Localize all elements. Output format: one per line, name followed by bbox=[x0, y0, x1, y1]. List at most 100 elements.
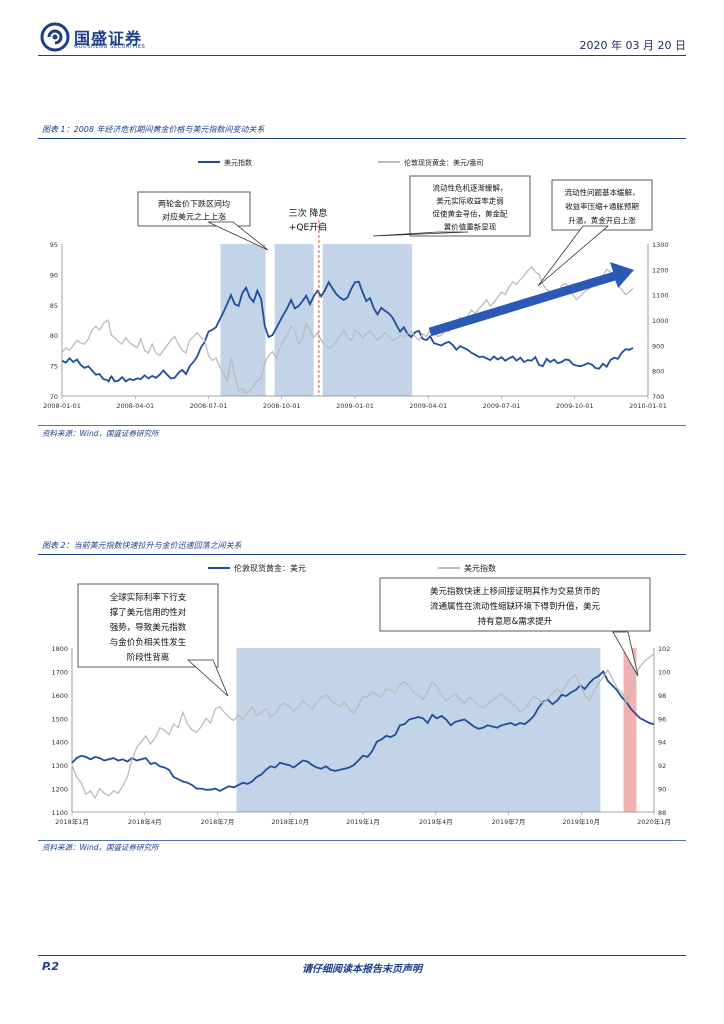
qe-label-line: +QE开启 bbox=[289, 221, 327, 233]
callout-gold-decline-line: 两轮金价下跌区间均 bbox=[158, 198, 230, 208]
logo: 国盛证券 GUOSHENG SECURITIES bbox=[40, 22, 146, 52]
x-tick-label: 2020年1月 bbox=[637, 817, 671, 826]
x-tick-label: 2008-10-01 bbox=[263, 402, 301, 410]
y-right-tick-label: 1200 bbox=[652, 266, 669, 274]
y-left-tick-label: 85 bbox=[50, 302, 58, 310]
report-date: 2020 年 03 月 20 日 bbox=[579, 39, 686, 52]
series-line-0 bbox=[61, 280, 634, 383]
callout-real-rate-line: 阶段性背离 bbox=[127, 652, 170, 663]
y-left-tick-label: 70 bbox=[50, 393, 58, 401]
y-right-tick-label: 1100 bbox=[652, 292, 669, 300]
figure1-chart: 95 90 85 80 75 70 1300 1200 1100 1000 900 800 700 200… bbox=[43, 158, 669, 410]
y-left-tick-label: 1300 bbox=[51, 762, 68, 770]
callout-real-rate-box bbox=[77, 583, 219, 668]
callout-liquidity-easing-line: 流动性危机逐渐缓解， bbox=[433, 182, 508, 192]
figure2-chart: 1800 1700 1600 1500 1400 1300 1200 1100 102 100 98… bbox=[51, 563, 671, 826]
x-tick-label: 2018年4月 bbox=[128, 817, 162, 826]
y-right-tick-label: 800 bbox=[652, 368, 664, 376]
y-left-tick-label: 1800 bbox=[51, 645, 68, 653]
x-tick-label: 2019年7月 bbox=[492, 817, 526, 826]
legend-label-1: 伦敦现货黄金：美元/盎司 bbox=[404, 158, 483, 167]
callout-gold-decline-box bbox=[137, 191, 251, 227]
y-right-tick-label: 100 bbox=[658, 668, 670, 676]
x-tick-label: 2008-07-01 bbox=[190, 402, 228, 410]
callout-liquidity-easing-pointer bbox=[372, 231, 469, 237]
callout-usd-liquidity-line: 流通属性在流动性缩缺环境下得到升值，美元 bbox=[430, 601, 601, 612]
x-tick-label: 2019年4月 bbox=[419, 817, 453, 826]
x-tick-label: 2009-01-01 bbox=[336, 402, 374, 410]
y-left-tick-label: 1100 bbox=[51, 809, 68, 817]
callout-real-rate-pointer bbox=[186, 659, 229, 697]
disclaimer: 请仔细阅读本报告末页声明 bbox=[302, 964, 422, 975]
legend-label-0: 伦敦现货黄金：美元 bbox=[234, 563, 306, 573]
x-tick-label: 2009-07-01 bbox=[483, 402, 521, 410]
x-tick-label: 2010-01-01 bbox=[629, 402, 667, 410]
y-right-tick-label: 700 bbox=[652, 393, 664, 401]
figure1-top-rule bbox=[38, 138, 686, 139]
x-tick-label: 2019年10月 bbox=[562, 817, 600, 826]
logo-icon bbox=[40, 22, 70, 52]
y-right-tick-label: 96 bbox=[658, 715, 666, 723]
y-right-tick-label: 94 bbox=[658, 739, 666, 747]
figure1-bottom-rule bbox=[38, 425, 686, 426]
legend-label-1: 美元指数 bbox=[464, 563, 496, 573]
y-right-tick-label: 92 bbox=[658, 762, 666, 770]
y-left-tick-label: 1400 bbox=[51, 739, 68, 747]
page-number: P.2 bbox=[42, 960, 60, 973]
y-right-tick-label: 1000 bbox=[652, 317, 669, 325]
x-tick-label: 2008-04-01 bbox=[116, 402, 154, 410]
callout-inflation-expectation-pointer bbox=[537, 225, 610, 287]
y-left-tick-label: 90 bbox=[50, 271, 58, 279]
x-tick-label: 2018年1月 bbox=[55, 817, 89, 826]
y-right-tick-label: 900 bbox=[652, 342, 664, 350]
series-line-1 bbox=[61, 265, 634, 395]
trend-arrow-head bbox=[610, 262, 634, 288]
y-left-tick-label: 80 bbox=[50, 332, 58, 340]
callout-usd-liquidity-line: 美元指数快速上移间接证明其作为交易货币的 bbox=[430, 586, 600, 597]
x-tick-label: 2018年10月 bbox=[271, 817, 309, 826]
y-left-tick-label: 75 bbox=[50, 363, 58, 371]
callout-usd-liquidity: 美元指数快速上移间接证明其作为交易货币的流通属性在流动性缩缺环境下得到升值，美元… bbox=[379, 577, 651, 677]
y-right-tick-label: 1300 bbox=[652, 241, 669, 249]
header-divider bbox=[38, 55, 686, 56]
y-right-tick-label: 102 bbox=[658, 645, 670, 653]
shaded-range-0 bbox=[236, 648, 601, 812]
callout-usd-liquidity-pointer bbox=[612, 631, 639, 677]
x-tick-label: 2019年1月 bbox=[346, 817, 380, 826]
footer-divider bbox=[38, 955, 686, 956]
callout-real-rate-line: 撑了美元信用的性对 bbox=[110, 607, 187, 618]
callout-real-rate-line: 强势，导致美元指数 bbox=[110, 622, 187, 633]
callout-inflation-expectation-line: 升温，黄金开启上涨 bbox=[568, 215, 636, 225]
y-left-tick-label: 1700 bbox=[51, 668, 68, 676]
callout-real-rate-line: 与金价负相关性发生 bbox=[110, 637, 187, 648]
y-right-tick-label: 90 bbox=[658, 786, 666, 794]
callout-usd-liquidity-line: 持有意愿&需求提升 bbox=[478, 616, 553, 627]
callout-inflation-expectation-line: 流动性问题基本缓解， bbox=[565, 187, 640, 197]
x-tick-label: 2009-10-01 bbox=[556, 402, 594, 410]
callout-liquidity-easing-line: 美元实际收益率走弱 bbox=[436, 195, 504, 205]
series-line-0 bbox=[71, 669, 655, 792]
callout-gold-decline-line: 对应美元之上上涨 bbox=[162, 211, 226, 221]
callout-liquidity-easing-line: 促使黄金寻估，黄金配 bbox=[433, 208, 508, 218]
y-right-tick-label: 98 bbox=[658, 692, 666, 700]
y-right-tick-label: 88 bbox=[658, 809, 666, 817]
y-left-tick-label: 1600 bbox=[51, 692, 68, 700]
legend-label-0: 美元指数 bbox=[224, 158, 252, 167]
callout-inflation-expectation-line: 收益率压缩+通胀预期 bbox=[565, 201, 639, 211]
y-left-tick-label: 1500 bbox=[51, 715, 68, 723]
x-tick-label: 2018年7月 bbox=[201, 817, 235, 826]
figure2-source: 资料来源：Wind，国盛证券研究所 bbox=[42, 843, 159, 852]
figure1-source: 资料来源：Wind，国盛证券研究所 bbox=[42, 429, 159, 438]
callout-usd-liquidity-box bbox=[379, 577, 651, 632]
y-left-tick-label: 1200 bbox=[51, 786, 68, 794]
callout-liquidity-easing-box bbox=[409, 175, 531, 237]
series-line-1 bbox=[71, 653, 655, 800]
shaded-range-0 bbox=[220, 244, 266, 396]
x-tick-label: 2008-01-01 bbox=[43, 402, 81, 410]
figure1-title: 图表 1：2008 年经济危机期间黄金价格与美元指数间变动关系 bbox=[42, 125, 265, 134]
logo-english: GUOSHENG SECURITIES bbox=[74, 44, 146, 50]
callout-liquidity-easing-line: 置价值重新显现 bbox=[444, 221, 497, 231]
